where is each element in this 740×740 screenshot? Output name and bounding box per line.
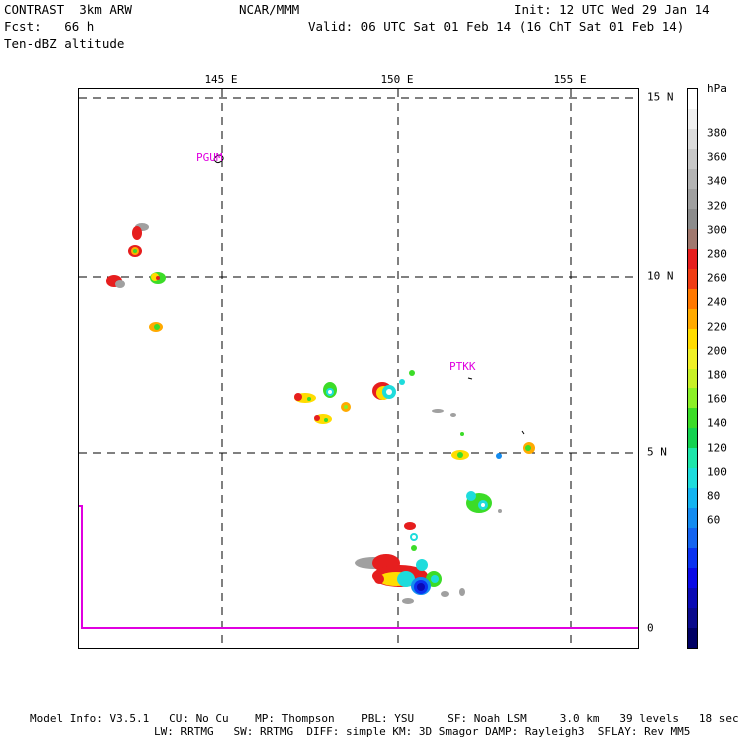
echo-cell	[466, 491, 502, 513]
islet-outline	[467, 377, 473, 380]
echo-cell	[399, 379, 405, 385]
lat-label-5n: 5 N	[647, 445, 667, 459]
map-frame	[78, 88, 639, 649]
echo-cell	[460, 432, 464, 436]
echo-cell	[149, 322, 163, 332]
colorbar-segment	[688, 608, 697, 629]
lat-label-0: 0	[647, 621, 654, 635]
echo-cell	[323, 382, 337, 398]
colorbar-tick-label: 60	[707, 513, 721, 527]
colorbar-segment	[688, 108, 697, 130]
colorbar-segment	[688, 568, 697, 589]
colorbar-tick-label: 220	[707, 320, 727, 334]
colorbar-segment	[688, 588, 697, 609]
colorbar-tick-label: 140	[707, 416, 727, 430]
guam-coastline	[213, 154, 224, 164]
colorbar-tick-label: 260	[707, 271, 727, 285]
colorbar-tick-label: 280	[707, 247, 727, 261]
colorbar-unit: hPa	[707, 82, 727, 95]
lat-label-15n: 15 N	[647, 90, 674, 104]
colorbar-segment	[688, 268, 697, 290]
colorbar	[687, 88, 698, 649]
lat-lon-grid	[79, 89, 638, 648]
colorbar-tick-label: 340	[707, 174, 727, 188]
colorbar-segment	[688, 528, 697, 549]
radar-map	[79, 89, 638, 648]
field-name: Ten-dBZ altitude	[4, 36, 125, 51]
lon-label-155: 155 E	[553, 73, 587, 86]
colorbar-segment	[688, 188, 697, 210]
colorbar-segment	[688, 548, 697, 569]
echo-cell	[106, 275, 125, 288]
lat-label-10n: 10 N	[647, 269, 674, 283]
echo-cell	[404, 522, 418, 551]
radar-echoes	[106, 223, 535, 604]
colorbar-segment	[688, 328, 697, 350]
echo-cell	[355, 554, 465, 604]
model-title: CONTRAST 3km ARW	[4, 2, 132, 17]
model-info-line1: Model Info: V3.5.1 CU: No Cu MP: Thompso…	[30, 712, 739, 725]
colorbar-segment	[688, 388, 697, 409]
station-pgum: PGUM	[196, 151, 223, 164]
org-label: NCAR/MMM	[239, 2, 300, 17]
valid-time: Valid: 06 UTC Sat 01 Feb 14 (16 ChT Sat …	[308, 19, 685, 34]
colorbar-segment	[688, 208, 697, 230]
echo-cell	[132, 223, 149, 240]
colorbar-segment	[688, 228, 697, 250]
colorbar-segment	[688, 368, 697, 389]
echo-cell	[409, 370, 415, 376]
colorbar-segment	[688, 128, 697, 150]
lon-label-150: 150 E	[380, 73, 414, 86]
colorbar-segment	[688, 168, 697, 190]
echo-cell	[341, 402, 351, 412]
colorbar-segment	[688, 428, 697, 449]
colorbar-tick-label: 300	[707, 223, 727, 237]
colorbar-segment	[688, 148, 697, 170]
colorbar-segment	[688, 288, 697, 310]
echo-cell	[150, 272, 166, 284]
colorbar-tick-label: 120	[707, 441, 727, 455]
station-ptkk: PTKK	[449, 360, 476, 373]
forecast-hour: Fcst: 66 h	[4, 19, 95, 34]
echo-cell	[451, 450, 469, 460]
boundary-line	[79, 505, 638, 629]
colorbar-tick-label: 200	[707, 344, 727, 358]
colorbar-tick-label: 80	[707, 489, 721, 503]
islet-outline	[521, 430, 525, 435]
colorbar-segment	[688, 89, 697, 110]
colorbar-segment	[688, 248, 697, 270]
colorbar-segment	[688, 628, 697, 649]
echo-cell	[294, 393, 316, 403]
colorbar-tick-label: 100	[707, 465, 727, 479]
echo-cell	[523, 442, 535, 454]
colorbar-segment	[688, 508, 697, 529]
colorbar-tick-label: 320	[707, 199, 727, 213]
init-time: Init: 12 UTC Wed 29 Jan 14	[514, 2, 710, 17]
echo-cell	[314, 414, 332, 424]
colorbar-segment	[688, 408, 697, 429]
colorbar-segment	[688, 448, 697, 469]
echo-cell	[496, 453, 502, 459]
model-info-line2: LW: RRTMG SW: RRTMG DIFF: simple KM: 3D …	[154, 725, 691, 738]
lon-label-145: 145 E	[204, 73, 238, 86]
colorbar-tick-label: 160	[707, 392, 727, 406]
colorbar-tick-label: 360	[707, 150, 727, 164]
echo-cell	[372, 382, 396, 400]
colorbar-tick-label: 240	[707, 295, 727, 309]
echo-cell	[128, 245, 142, 257]
echo-cell	[432, 409, 456, 417]
colorbar-tick-label: 380	[707, 126, 727, 140]
colorbar-segment	[688, 308, 697, 330]
colorbar-segment	[688, 468, 697, 489]
colorbar-segment	[688, 488, 697, 509]
colorbar-tick-label: 180	[707, 368, 727, 382]
colorbar-segment	[688, 348, 697, 369]
